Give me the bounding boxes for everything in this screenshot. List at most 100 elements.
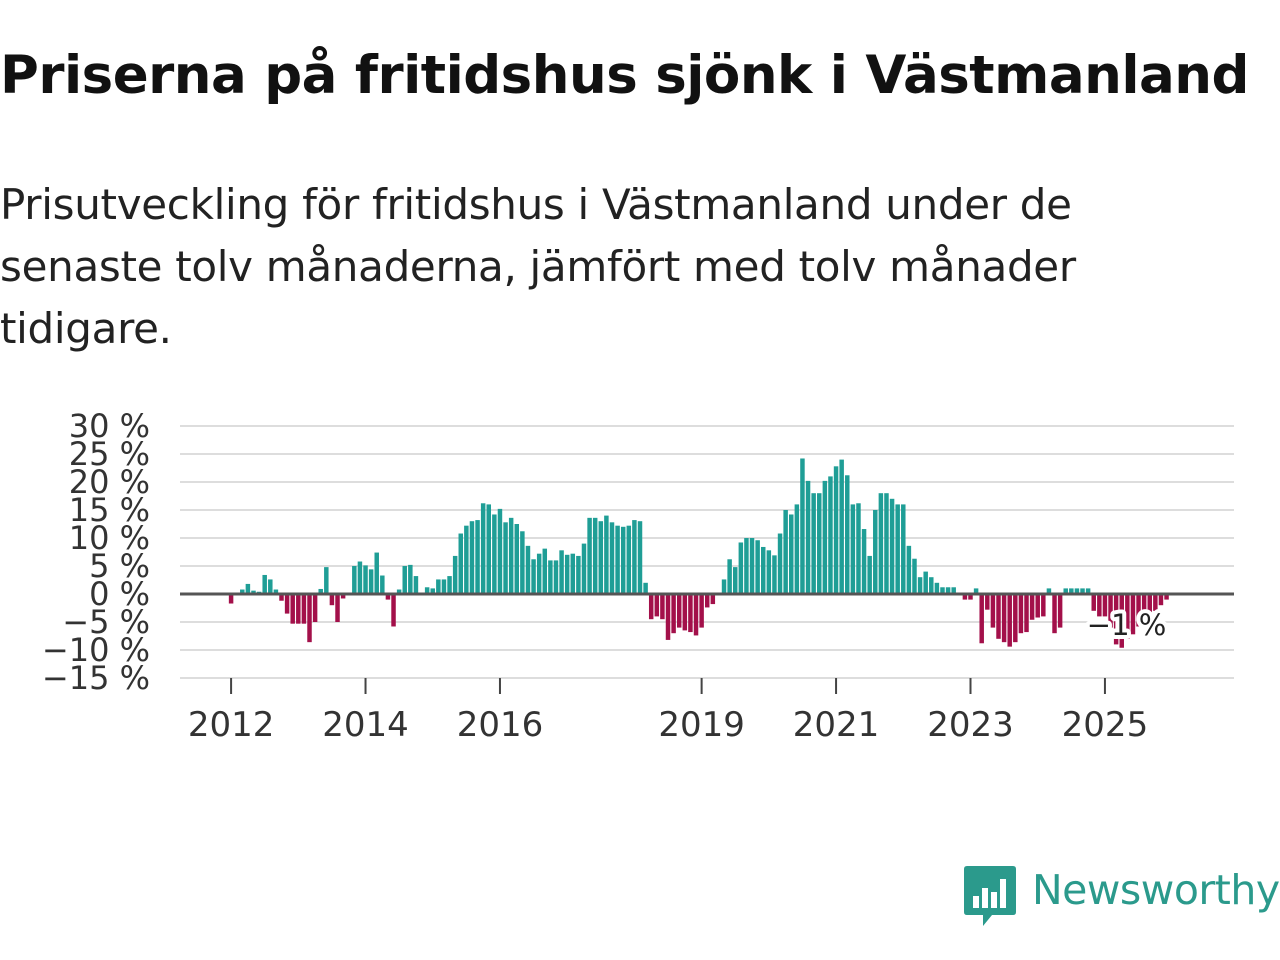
bar xyxy=(721,579,727,594)
bar xyxy=(273,589,279,594)
x-tick-label: 2016 xyxy=(457,705,544,740)
bar xyxy=(811,493,816,594)
bar xyxy=(867,555,872,594)
bar xyxy=(525,545,531,594)
bar xyxy=(1057,594,1063,628)
bar xyxy=(710,594,716,605)
bar xyxy=(1007,594,1012,647)
bar xyxy=(945,587,951,594)
bar xyxy=(1113,594,1119,645)
bar xyxy=(1102,594,1108,617)
bar xyxy=(307,594,312,643)
bar xyxy=(436,579,441,594)
last-value-label-halo: −1 % xyxy=(1087,608,1167,642)
bar xyxy=(789,514,794,594)
bar xyxy=(749,538,755,594)
bar xyxy=(912,558,917,594)
bar xyxy=(312,594,318,622)
bar xyxy=(951,587,956,594)
bar xyxy=(1164,594,1169,600)
bar xyxy=(665,594,671,640)
bar xyxy=(632,520,637,594)
bar xyxy=(352,566,357,594)
bar xyxy=(626,525,632,594)
bar xyxy=(391,594,396,627)
bar xyxy=(1046,588,1052,594)
bar xyxy=(363,565,368,594)
bar xyxy=(548,560,553,594)
bar xyxy=(777,533,783,594)
bar xyxy=(704,594,710,608)
bar xyxy=(408,564,413,594)
bar xyxy=(1130,594,1136,635)
bar xyxy=(833,466,839,594)
bar xyxy=(1035,594,1040,618)
axes xyxy=(180,592,1234,694)
bar xyxy=(772,555,777,594)
bar xyxy=(861,529,867,594)
bar xyxy=(990,594,996,628)
x-tick-label: 2014 xyxy=(322,705,409,740)
chart-subtitle: Prisutveckling för fritidshus i Västmanl… xyxy=(0,180,1076,353)
bar xyxy=(424,587,430,594)
last-value-label: −1 % xyxy=(1087,608,1167,642)
bar xyxy=(845,475,850,594)
bar xyxy=(368,569,374,594)
bar xyxy=(279,594,284,601)
bar xyxy=(839,459,844,594)
bar xyxy=(374,552,379,594)
bar xyxy=(996,594,1001,639)
bar xyxy=(727,559,732,594)
bar xyxy=(268,579,273,594)
y-tick-label: 10 % xyxy=(69,519,150,557)
labels: 30 %25 %20 %15 %10 %5 %0 %−5 %−10 %−15 %… xyxy=(42,407,1170,740)
bar xyxy=(553,560,559,594)
bar xyxy=(318,588,323,594)
bar xyxy=(648,594,654,620)
bar xyxy=(475,520,480,594)
bar xyxy=(240,589,245,594)
bar xyxy=(682,594,688,631)
bar xyxy=(1147,594,1152,616)
bar xyxy=(940,587,945,594)
y-tick-label: 15 % xyxy=(69,491,150,529)
bar xyxy=(884,493,889,594)
bar xyxy=(744,538,749,594)
bar xyxy=(615,525,620,594)
bar xyxy=(385,594,391,600)
bar xyxy=(1074,588,1080,594)
y-tick-label: 5 % xyxy=(89,547,150,585)
bar xyxy=(676,594,682,628)
bar xyxy=(873,510,878,594)
y-tick-label: 25 % xyxy=(69,435,150,473)
bar xyxy=(671,594,676,634)
bar xyxy=(800,458,805,594)
bar xyxy=(284,594,290,614)
bar xyxy=(520,531,525,594)
bar xyxy=(923,571,928,594)
bar xyxy=(766,550,772,594)
bar xyxy=(542,548,548,594)
bar xyxy=(654,594,660,617)
bar xyxy=(1063,588,1068,594)
bar xyxy=(1125,594,1130,639)
bar xyxy=(738,542,744,594)
bar xyxy=(856,503,861,594)
bar xyxy=(592,517,598,594)
bar xyxy=(620,526,626,594)
bar xyxy=(492,514,497,594)
bar xyxy=(464,525,469,594)
bar-chart: 30 %25 %20 %15 %10 %5 %0 %−5 %−10 %−15 %… xyxy=(42,407,1234,740)
bar xyxy=(1091,594,1096,611)
bar xyxy=(228,594,234,604)
bar xyxy=(755,540,760,594)
bar xyxy=(1119,594,1124,648)
bar xyxy=(458,533,463,594)
bar xyxy=(1018,594,1024,634)
bar xyxy=(604,515,609,594)
bar xyxy=(850,504,856,594)
bar xyxy=(1141,594,1147,620)
bar xyxy=(794,504,800,594)
bar xyxy=(469,521,475,594)
bar xyxy=(1041,594,1046,617)
